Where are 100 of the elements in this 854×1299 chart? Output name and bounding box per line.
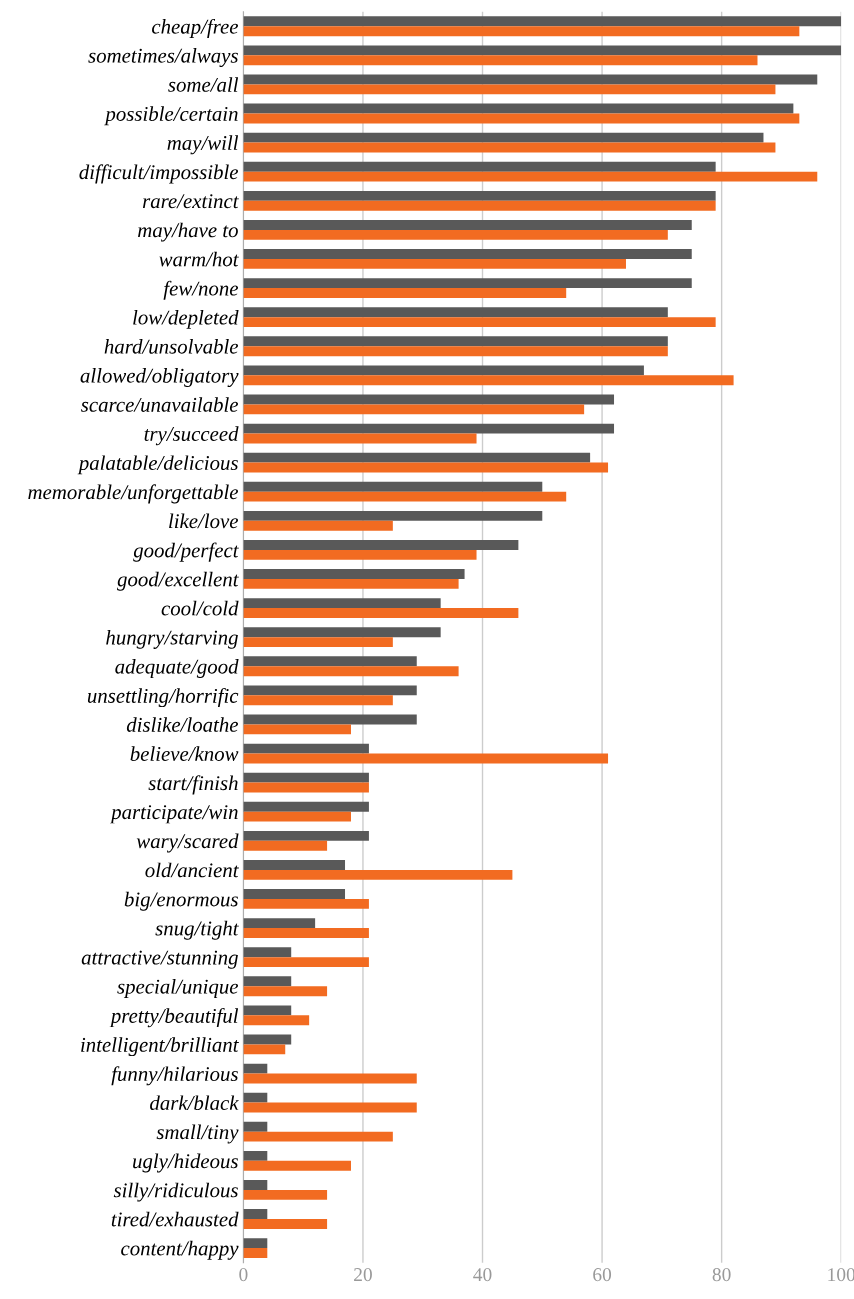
bar bbox=[243, 1005, 292, 1016]
y-tick-label: cool/cold bbox=[161, 600, 239, 616]
bar bbox=[243, 1015, 310, 1026]
y-tick-label: silly/ridiculous bbox=[113, 1182, 238, 1202]
bar bbox=[243, 928, 369, 938]
y-tick-label: funny/hilarious bbox=[111, 1066, 238, 1086]
y-tick-label: participate/win bbox=[110, 805, 238, 824]
bar bbox=[243, 539, 519, 550]
bar bbox=[243, 423, 615, 434]
y-tick-label: good/excellent bbox=[117, 571, 239, 591]
bar bbox=[243, 598, 441, 609]
bar bbox=[243, 889, 346, 899]
bar bbox=[243, 375, 734, 386]
y-tick-label: some/all bbox=[168, 77, 239, 92]
bar bbox=[243, 365, 644, 376]
bar bbox=[243, 666, 459, 677]
y-tick-label: old/ancient bbox=[145, 862, 239, 878]
bar bbox=[243, 190, 716, 201]
bar bbox=[243, 142, 776, 153]
bar bbox=[243, 1160, 351, 1171]
bar bbox=[243, 84, 776, 95]
bar bbox=[243, 16, 842, 27]
x-tick-label: 40 bbox=[473, 1268, 492, 1282]
bar bbox=[243, 714, 417, 725]
y-tick-label: tired/exhausted bbox=[111, 1211, 239, 1227]
bar bbox=[243, 491, 567, 502]
bar bbox=[243, 433, 477, 444]
y-tick-label: difficult/impossible bbox=[79, 164, 239, 184]
x-tick-label: 60 bbox=[593, 1268, 612, 1282]
bar bbox=[243, 103, 794, 114]
y-tick-label: memorable/unforgettable bbox=[28, 484, 239, 504]
bar bbox=[243, 753, 609, 764]
y-tick-label: hard/unsolvable bbox=[104, 339, 239, 354]
y-tick-label: scarce/unavailable bbox=[81, 397, 239, 412]
bar bbox=[243, 695, 393, 706]
y-tick-label: possible/certain bbox=[104, 106, 238, 126]
bar bbox=[243, 743, 369, 754]
bar bbox=[243, 520, 393, 531]
y-tick-label: ugly/hideous bbox=[133, 1153, 238, 1173]
y-tick-label: adequate/good bbox=[115, 659, 239, 678]
bar bbox=[243, 346, 668, 357]
bar bbox=[243, 1248, 268, 1258]
bar bbox=[243, 860, 346, 870]
bar bbox=[243, 869, 513, 880]
bar bbox=[243, 171, 818, 182]
bar bbox=[243, 811, 351, 822]
y-tick-label: content/happy bbox=[121, 1240, 239, 1260]
bar bbox=[243, 986, 328, 997]
y-tick-label: pretty/beautiful bbox=[109, 1008, 239, 1028]
bar bbox=[243, 113, 800, 124]
y-tick-label: big/enormous bbox=[124, 891, 238, 911]
bar bbox=[243, 549, 477, 560]
bar bbox=[243, 1121, 268, 1132]
bar bbox=[243, 1189, 328, 1200]
y-tick-label: attractive/stunning bbox=[81, 950, 238, 969]
bar bbox=[243, 26, 800, 37]
x-tick-label: 0 bbox=[239, 1268, 248, 1282]
y-tick-label: allowed/obligatory bbox=[80, 368, 239, 388]
bar bbox=[243, 1180, 268, 1190]
bar bbox=[243, 578, 459, 589]
bar bbox=[243, 1044, 286, 1055]
y-tick-label: try/succeed bbox=[144, 426, 239, 446]
bar bbox=[243, 608, 519, 618]
x-tick-label: 20 bbox=[354, 1268, 372, 1282]
y-tick-label: dark/black bbox=[150, 1095, 239, 1111]
bar bbox=[243, 685, 417, 696]
y-tick-label: may/will bbox=[167, 135, 239, 155]
bar bbox=[243, 462, 609, 473]
bar bbox=[243, 161, 716, 172]
x-tick-label: 80 bbox=[712, 1268, 731, 1282]
bar bbox=[243, 307, 668, 318]
bar bbox=[243, 1131, 393, 1142]
y-tick-label: may/have to bbox=[138, 222, 238, 242]
bar bbox=[243, 1150, 268, 1161]
bar bbox=[243, 452, 591, 463]
bar bbox=[243, 918, 316, 929]
bar bbox=[243, 55, 758, 66]
y-tick-label: palatable/delicious bbox=[77, 455, 238, 475]
bar bbox=[243, 481, 543, 492]
y-tick-label: good/perfect bbox=[133, 542, 239, 562]
y-tick-label: low/depleted bbox=[133, 309, 239, 329]
y-tick-label: warm/hot bbox=[159, 251, 239, 267]
y-tick-label: few/none bbox=[163, 280, 239, 300]
bar bbox=[243, 1209, 268, 1219]
bar bbox=[243, 249, 692, 259]
bar bbox=[243, 200, 716, 211]
y-tick-label: unsettling/horrific bbox=[87, 688, 239, 708]
y-tick-label: hungry/starving bbox=[106, 629, 238, 649]
bar bbox=[243, 976, 292, 987]
bar bbox=[243, 74, 818, 85]
bar bbox=[243, 1102, 417, 1113]
y-tick-label: special/unique bbox=[117, 979, 239, 998]
bar bbox=[243, 278, 692, 289]
bar bbox=[243, 45, 842, 56]
y-tick-label: snug/tight bbox=[155, 920, 239, 940]
y-tick-label: like/love bbox=[169, 513, 239, 529]
bar bbox=[243, 1073, 417, 1084]
bar bbox=[243, 947, 292, 958]
y-tick-label: start/finish bbox=[148, 775, 238, 795]
bar bbox=[243, 1218, 328, 1229]
